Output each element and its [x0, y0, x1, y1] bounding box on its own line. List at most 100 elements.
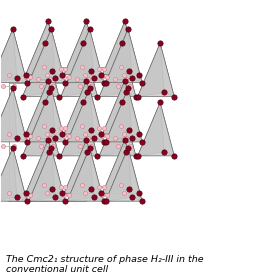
Polygon shape	[99, 92, 136, 97]
Polygon shape	[26, 81, 52, 134]
Polygon shape	[0, 148, 17, 201]
Polygon shape	[23, 92, 59, 97]
Polygon shape	[99, 102, 136, 156]
Polygon shape	[87, 81, 100, 134]
Polygon shape	[61, 102, 97, 156]
Polygon shape	[87, 21, 100, 75]
Polygon shape	[138, 102, 174, 156]
Polygon shape	[67, 88, 94, 142]
Polygon shape	[102, 130, 139, 134]
Polygon shape	[51, 148, 65, 201]
Polygon shape	[160, 102, 174, 156]
Polygon shape	[64, 81, 100, 134]
Polygon shape	[128, 88, 142, 142]
Polygon shape	[61, 92, 97, 97]
Polygon shape	[83, 102, 97, 156]
Polygon shape	[138, 43, 164, 97]
Polygon shape	[29, 29, 55, 83]
Polygon shape	[90, 148, 104, 201]
Polygon shape	[26, 81, 62, 134]
Polygon shape	[13, 88, 27, 142]
Polygon shape	[102, 21, 139, 75]
Polygon shape	[106, 148, 142, 201]
Polygon shape	[99, 152, 136, 156]
Polygon shape	[99, 43, 126, 97]
Polygon shape	[64, 140, 91, 193]
Polygon shape	[138, 92, 174, 97]
Polygon shape	[48, 140, 62, 193]
Polygon shape	[26, 130, 62, 134]
Polygon shape	[102, 71, 139, 75]
Polygon shape	[64, 21, 100, 75]
Polygon shape	[106, 88, 142, 142]
Polygon shape	[90, 88, 104, 142]
Polygon shape	[26, 140, 62, 193]
Polygon shape	[61, 152, 97, 156]
Polygon shape	[160, 43, 174, 97]
Polygon shape	[26, 189, 62, 193]
Polygon shape	[29, 78, 65, 83]
Polygon shape	[102, 81, 139, 134]
Polygon shape	[138, 152, 174, 156]
Polygon shape	[128, 148, 142, 201]
Polygon shape	[67, 78, 104, 83]
Polygon shape	[106, 78, 142, 83]
Polygon shape	[51, 29, 65, 83]
Polygon shape	[29, 138, 65, 142]
Polygon shape	[106, 29, 142, 83]
Polygon shape	[125, 21, 139, 75]
Polygon shape	[102, 189, 139, 193]
Polygon shape	[122, 102, 136, 156]
Polygon shape	[13, 148, 27, 201]
Polygon shape	[99, 102, 126, 156]
Polygon shape	[29, 88, 65, 142]
Polygon shape	[13, 29, 27, 83]
Polygon shape	[106, 88, 132, 142]
Polygon shape	[83, 43, 97, 97]
Polygon shape	[29, 29, 65, 83]
Polygon shape	[106, 197, 142, 201]
Polygon shape	[106, 148, 132, 201]
Polygon shape	[102, 81, 129, 134]
Polygon shape	[87, 140, 100, 193]
Polygon shape	[67, 148, 94, 201]
Polygon shape	[64, 21, 91, 75]
Polygon shape	[23, 43, 59, 97]
Polygon shape	[128, 29, 142, 83]
Polygon shape	[48, 81, 62, 134]
Polygon shape	[64, 71, 100, 75]
Polygon shape	[29, 197, 65, 201]
Polygon shape	[138, 43, 174, 97]
Polygon shape	[102, 21, 129, 75]
Polygon shape	[122, 43, 136, 97]
Polygon shape	[106, 29, 132, 83]
Polygon shape	[23, 102, 59, 156]
Polygon shape	[67, 88, 104, 142]
Polygon shape	[29, 148, 55, 201]
Polygon shape	[0, 138, 27, 142]
Polygon shape	[0, 88, 17, 142]
Polygon shape	[61, 43, 87, 97]
Polygon shape	[61, 102, 87, 156]
Polygon shape	[26, 21, 52, 75]
Polygon shape	[64, 189, 100, 193]
Polygon shape	[90, 29, 104, 83]
Polygon shape	[23, 152, 59, 156]
Text: The Cmc2₁ structure of phase H₂-III in the
conventional unit cell: The Cmc2₁ structure of phase H₂-III in t…	[6, 254, 204, 274]
Polygon shape	[67, 138, 104, 142]
Polygon shape	[23, 43, 49, 97]
Polygon shape	[26, 21, 62, 75]
Polygon shape	[67, 197, 104, 201]
Polygon shape	[64, 81, 91, 134]
Polygon shape	[48, 21, 62, 75]
Polygon shape	[67, 29, 94, 83]
Polygon shape	[0, 197, 27, 201]
Polygon shape	[0, 29, 17, 83]
Polygon shape	[29, 88, 55, 142]
Polygon shape	[99, 43, 136, 97]
Polygon shape	[0, 88, 27, 142]
Polygon shape	[106, 138, 142, 142]
Polygon shape	[64, 140, 100, 193]
Polygon shape	[125, 81, 139, 134]
Polygon shape	[102, 140, 139, 193]
